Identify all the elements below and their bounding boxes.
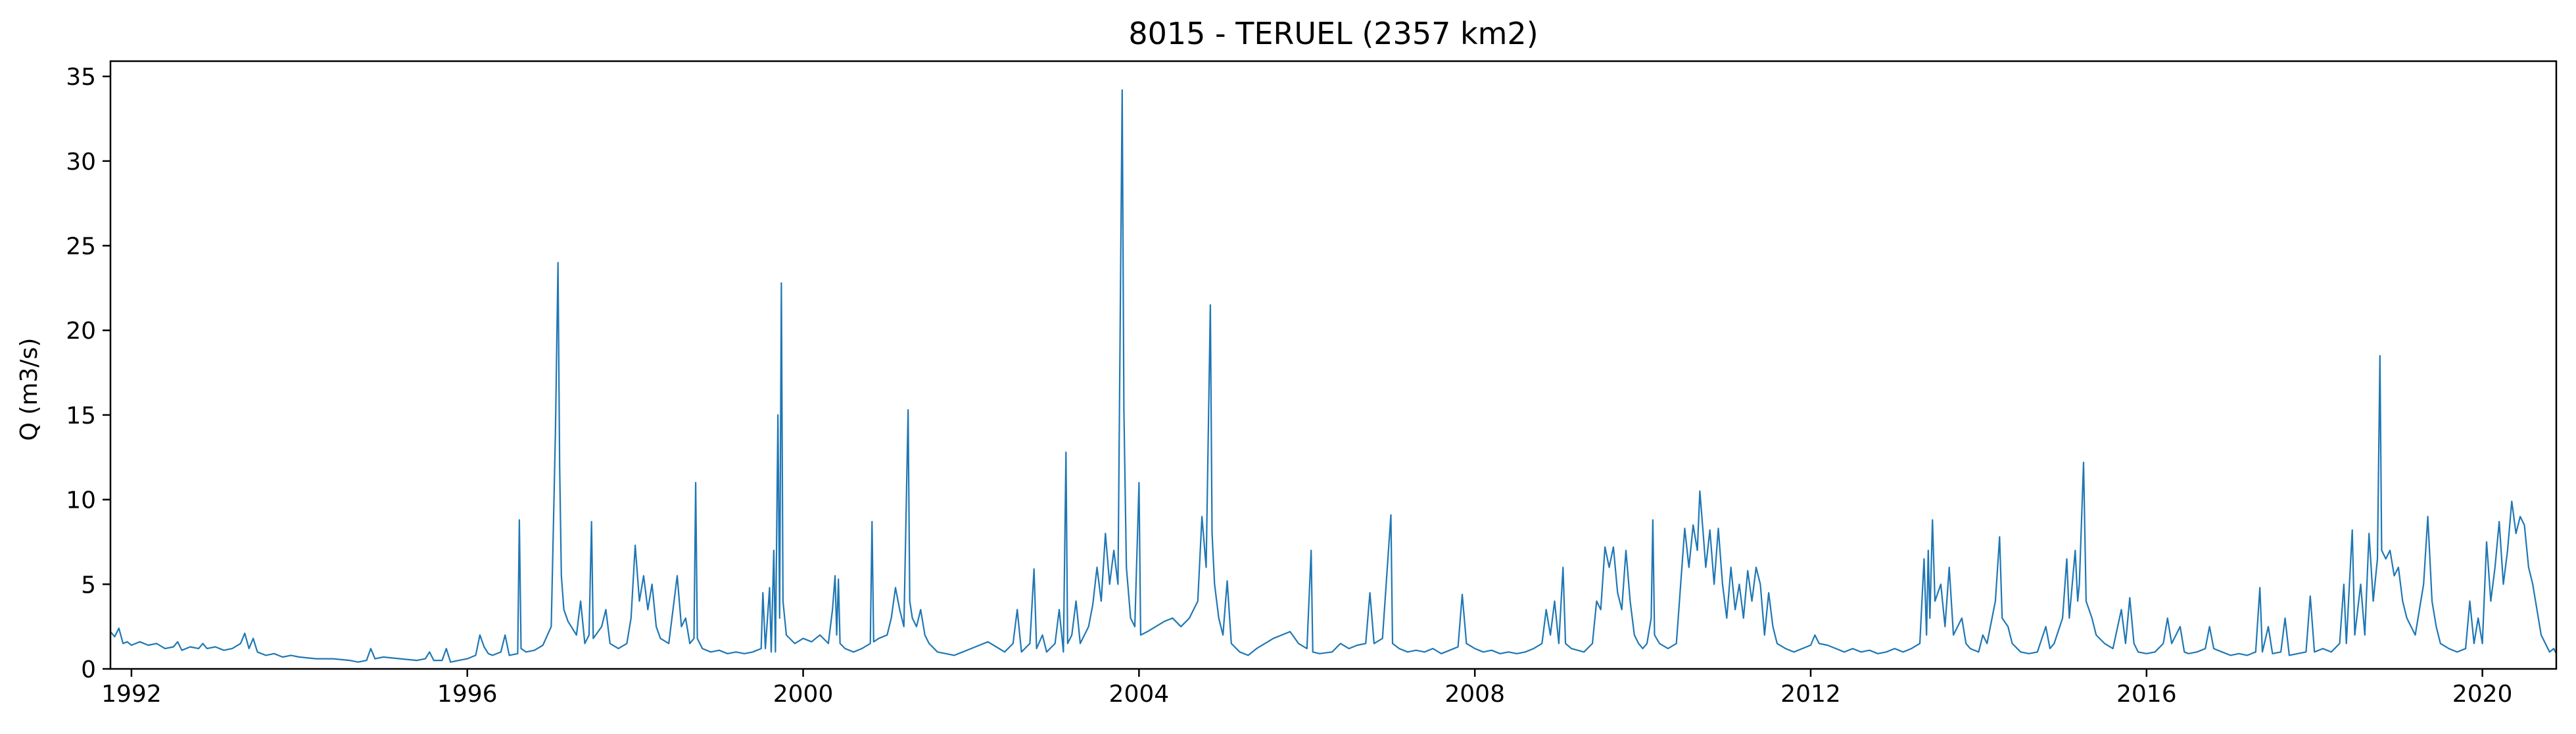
y-tick-label: 10 xyxy=(66,487,96,514)
y-tick-label: 35 xyxy=(66,64,96,91)
y-tick-label: 0 xyxy=(81,656,96,683)
x-tick-label: 2020 xyxy=(2452,681,2513,708)
y-tick-label: 25 xyxy=(66,233,96,260)
x-tick-label: 1996 xyxy=(437,681,498,708)
y-tick-label: 5 xyxy=(81,572,96,599)
series-line xyxy=(110,89,2557,663)
y-tick-label: 30 xyxy=(66,149,96,176)
x-tick-label: 2004 xyxy=(1109,681,1170,708)
x-tick-label: 2016 xyxy=(2116,681,2177,708)
chart-title: 8015 - TERUEL (2357 km2) xyxy=(1128,16,1538,51)
x-tick-label: 2008 xyxy=(1444,681,1505,708)
y-tick-label: 20 xyxy=(66,318,96,345)
plot-area-frame xyxy=(109,60,2558,670)
axis-ticks: 1992 1996 2000 2004 2008 2012 2016 2020 0 5 10 15 20… xyxy=(66,64,2512,708)
x-tick-label: 1992 xyxy=(101,681,162,708)
x-tick-label: 2000 xyxy=(773,681,834,708)
y-tick-label: 15 xyxy=(66,403,96,429)
series-layer xyxy=(110,89,2557,663)
y-axis-label: Q (m3/s) xyxy=(16,338,43,441)
x-tick-label: 2012 xyxy=(1780,681,1841,708)
